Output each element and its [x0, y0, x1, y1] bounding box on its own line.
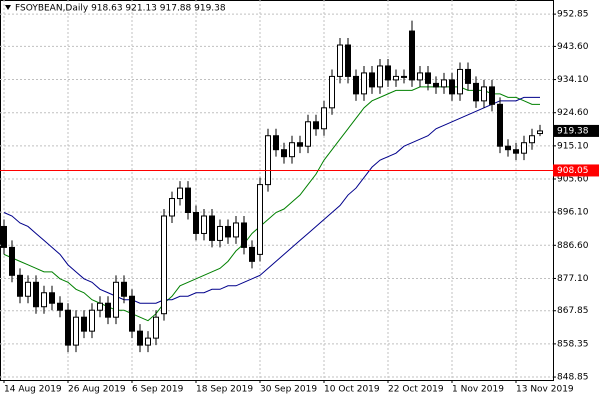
x-tick-label: 22 Oct 2019	[388, 385, 444, 395]
y-tick-label: 924.60	[557, 108, 589, 118]
candle-body	[513, 149, 519, 154]
candle-body	[441, 79, 447, 88]
candle-body	[113, 281, 119, 318]
y-tick-label: 934.10	[557, 75, 589, 85]
candle-body	[233, 222, 239, 238]
candle-body	[377, 65, 383, 88]
candle-body	[505, 145, 511, 151]
y-tick-label: 858.35	[557, 339, 589, 349]
candle-body	[1, 225, 7, 248]
candle-body	[137, 330, 143, 346]
candle-body	[65, 309, 71, 346]
candle-body	[193, 212, 199, 234]
candle-body	[409, 30, 415, 81]
candle-body	[17, 274, 23, 297]
candle-body	[185, 187, 191, 214]
candle-body	[241, 222, 247, 248]
candle-body	[305, 121, 311, 147]
candle-body	[41, 292, 47, 308]
candle-body	[449, 79, 455, 95]
x-tick-label: 18 Sep 2019	[196, 385, 253, 395]
candle-body	[89, 309, 95, 332]
x-tick-label: 26 Aug 2019	[68, 385, 126, 395]
candle-body	[225, 225, 231, 238]
candle-body	[457, 68, 463, 95]
candle-body	[129, 295, 135, 332]
candle-body	[481, 86, 487, 102]
candle-body	[201, 215, 207, 234]
candle-body	[369, 72, 375, 88]
candle-body	[9, 246, 15, 276]
x-tick-label: 10 Oct 2019	[324, 385, 380, 395]
candle-body	[313, 121, 319, 130]
candle-body	[361, 72, 367, 95]
candle-body	[273, 135, 279, 151]
x-tick-label: 13 Nov 2019	[516, 385, 574, 395]
y-tick-label: 848.85	[557, 373, 589, 383]
candle-body	[337, 44, 343, 77]
candle-body	[161, 215, 167, 315]
candle-body	[497, 103, 503, 147]
candle-body	[393, 75, 399, 81]
candle-body	[105, 302, 111, 318]
level-label-box	[553, 164, 599, 177]
candle-body	[353, 75, 359, 95]
level-label: 908.05	[557, 166, 589, 176]
candle-body	[33, 281, 39, 308]
candle-body	[281, 149, 287, 158]
y-tick-label: 915.10	[557, 141, 589, 151]
candle-body	[145, 337, 151, 346]
title-icon	[5, 5, 11, 10]
candle-body	[537, 130, 543, 135]
candle-body	[433, 82, 439, 88]
candle-body	[217, 225, 223, 241]
candle-body	[489, 86, 495, 105]
y-tick-label: 877.10	[557, 274, 589, 284]
candle-body	[49, 292, 55, 304]
y-tick-label: 943.60	[557, 42, 589, 52]
x-tick-label: 30 Sep 2019	[260, 385, 317, 395]
candle-body	[417, 72, 423, 81]
candle-body	[57, 302, 63, 311]
candle-body	[25, 281, 31, 297]
y-tick-label: 867.85	[557, 306, 589, 316]
candle-body	[401, 75, 407, 78]
candle-body	[329, 75, 335, 109]
candle-body	[521, 142, 527, 154]
y-tick-label: 886.60	[557, 241, 589, 251]
x-tick-label: 14 Aug 2019	[4, 385, 62, 395]
x-tick-label: 6 Sep 2019	[132, 385, 184, 395]
candle-body	[385, 65, 391, 81]
candle-body	[169, 198, 175, 217]
candle-body	[249, 246, 255, 262]
marks	[0, 20, 553, 353]
moving-average	[3, 96, 540, 304]
chart-title: FSOYBEAN,Daily 918.63 921.13 917.88 919.…	[15, 4, 226, 14]
price-label-box	[553, 124, 599, 137]
candle-body	[529, 135, 535, 144]
candle-body	[121, 281, 127, 297]
candle-body	[297, 142, 303, 147]
candle-body	[289, 142, 295, 158]
labels: 952.85 943.60 934.10 924.60 915.10 905.60 896.…	[3, 10, 599, 395]
candle-body	[177, 187, 183, 200]
y-tick-label: 896.10	[557, 208, 589, 218]
candle-body	[73, 316, 79, 346]
candle-body	[473, 82, 479, 102]
candle-body	[321, 107, 327, 130]
y-tick-label: 952.85	[557, 10, 589, 20]
candle-body	[465, 68, 471, 84]
candle-body	[345, 44, 351, 77]
candle-body	[81, 316, 87, 332]
candle-body	[153, 316, 159, 339]
candle-body	[425, 72, 431, 84]
y-tick-label: 905.60	[557, 175, 589, 185]
candle-body	[257, 184, 263, 255]
candle-body	[97, 302, 103, 311]
x-tick-label: 1 Nov 2019	[452, 385, 504, 395]
candle-body	[265, 135, 271, 186]
candle-body	[209, 215, 215, 241]
price-label: 919.38	[557, 126, 589, 136]
